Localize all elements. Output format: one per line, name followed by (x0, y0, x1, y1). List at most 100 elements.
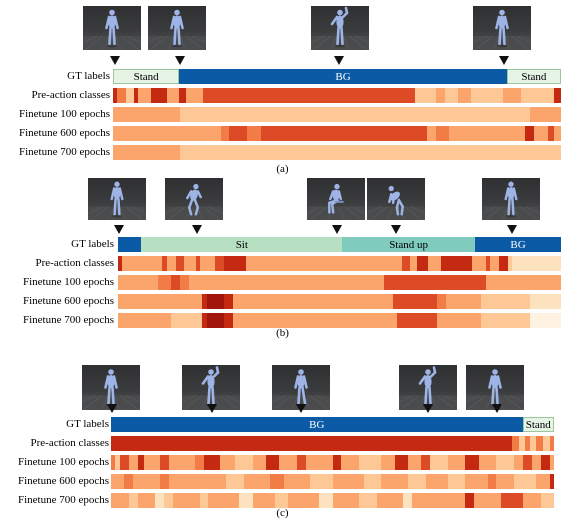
prediction-segment (113, 145, 181, 160)
prediction-segment (195, 455, 205, 470)
prediction-segment (180, 275, 190, 290)
prediction-segment (441, 256, 473, 271)
human-figure-icon (466, 369, 524, 410)
prediction-segment (383, 275, 487, 290)
row-label: GT labels (66, 418, 109, 430)
down-arrow-icon (110, 56, 120, 65)
prediction-segment (133, 474, 161, 489)
prediction-segment (118, 294, 172, 309)
prediction-segment (305, 455, 333, 470)
prediction-track (113, 145, 561, 160)
prediction-segment (465, 455, 480, 470)
prediction-segment (487, 474, 497, 489)
prediction-segment (435, 126, 450, 141)
prediction-segment (175, 256, 185, 271)
down-arrow-icon (492, 404, 502, 413)
prediction-segment (137, 455, 145, 470)
prediction-segment (155, 493, 165, 508)
prediction-segment (415, 88, 436, 103)
prediction-track (118, 313, 561, 328)
prediction-segment (496, 455, 515, 470)
prediction-segment (474, 493, 502, 508)
pose-thumbnail (307, 178, 365, 220)
prediction-segment (199, 493, 209, 508)
down-arrow-icon (192, 225, 202, 234)
prediction-segment (119, 455, 130, 470)
prediction-segment (332, 474, 364, 489)
prediction-segment (403, 493, 413, 508)
prediction-track (118, 275, 561, 290)
prediction-segment (449, 126, 526, 141)
prediction-segment (554, 126, 561, 141)
gt-label-track: Stand BG Stand (113, 69, 561, 84)
prediction-segment (445, 294, 482, 309)
down-arrow-icon (107, 404, 117, 413)
gt-segment-sit: Sit (141, 237, 343, 252)
gt-segment-label: Stand (521, 70, 547, 83)
prediction-segment (111, 455, 116, 470)
prediction-segment (417, 256, 429, 271)
prediction-segment (116, 88, 126, 103)
down-arrow-icon (334, 56, 344, 65)
prediction-segment (252, 455, 267, 470)
prediction-segment (128, 455, 138, 470)
prediction-segment (195, 256, 201, 271)
prediction-segment (137, 493, 156, 508)
down-arrow-icon (423, 404, 433, 413)
prediction-segment (151, 88, 168, 103)
row-label: Finetune 700 epochs (18, 146, 110, 158)
prediction-segment (332, 493, 360, 508)
prediction-segment (481, 294, 518, 309)
prediction-segment (359, 455, 382, 470)
prediction-track (113, 126, 561, 141)
prediction-segment (465, 493, 475, 508)
human-figure-icon (473, 9, 531, 50)
prediction-segment (111, 436, 513, 451)
panel-caption: (b) (276, 327, 289, 339)
prediction-segment (125, 88, 134, 103)
human-figure-icon (367, 185, 425, 220)
gt-segment-label: Stand up (389, 238, 428, 251)
prediction-segment (168, 474, 227, 489)
prediction-segment (522, 455, 533, 470)
prediction-segment (199, 256, 216, 271)
prediction-segment (168, 455, 196, 470)
human-figure-icon (482, 181, 540, 220)
prediction-segment (206, 294, 225, 309)
prediction-segment (247, 126, 262, 141)
prediction-segment (516, 294, 531, 309)
prediction-segment (224, 294, 234, 309)
prediction-segment (518, 436, 526, 451)
prediction-segment (514, 455, 524, 470)
row-label: Finetune 100 epochs (22, 276, 114, 288)
prediction-segment (180, 126, 221, 141)
prediction-segment (428, 256, 442, 271)
gt-segment-label: Stand (133, 70, 159, 83)
prediction-segment (485, 256, 491, 271)
prediction-track (113, 107, 561, 122)
prediction-segment (159, 474, 169, 489)
row-label: Finetune 600 epochs (18, 127, 110, 139)
prediction-segment (239, 493, 254, 508)
prediction-segment (166, 88, 180, 103)
row-label: Finetune 600 epochs (17, 475, 109, 487)
gt-segment-bg: BG (179, 69, 507, 84)
prediction-segment (412, 493, 466, 508)
row-label: GT labels (71, 238, 114, 250)
gt-segment-stand: Stand (506, 69, 561, 84)
prediction-segment (159, 455, 169, 470)
prediction-segment (188, 275, 385, 290)
prediction-segment (429, 455, 449, 470)
prediction-segment (401, 256, 411, 271)
prediction-segment (111, 493, 130, 508)
pose-thumbnail (88, 178, 146, 220)
prediction-segment (118, 275, 159, 290)
prediction-segment (421, 455, 431, 470)
prediction-segment (540, 493, 554, 508)
gt-segment-bg: BG (111, 417, 523, 432)
pose-thumbnail (311, 6, 369, 50)
prediction-segment (215, 256, 225, 271)
prediction-segment (179, 88, 186, 103)
prediction-segment (297, 455, 307, 470)
down-arrow-icon (175, 56, 185, 65)
